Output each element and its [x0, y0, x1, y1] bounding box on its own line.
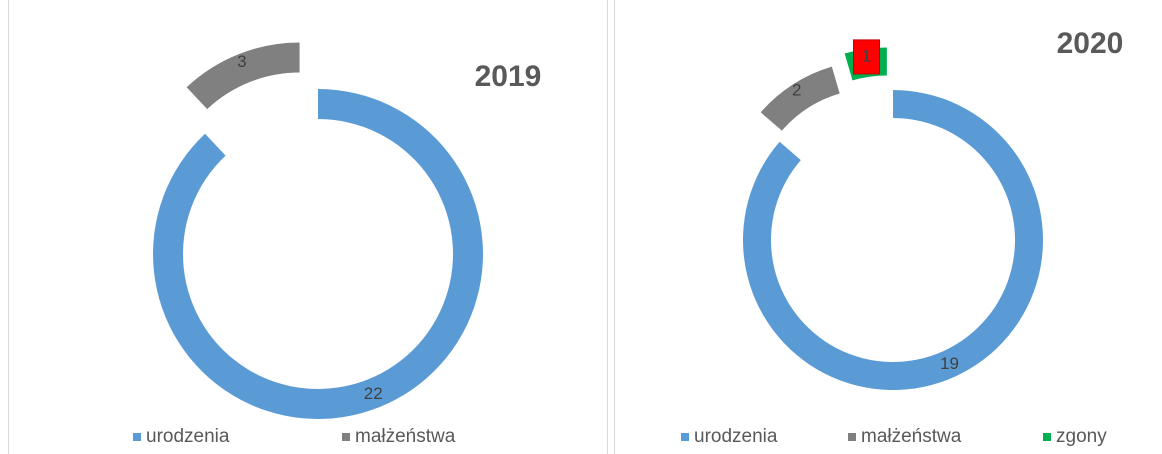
legend-swatch	[1043, 433, 1051, 441]
chart-title: 2020	[1057, 27, 1124, 60]
legend-swatch	[133, 433, 141, 441]
donut-segment	[743, 90, 1043, 391]
donut-segment	[152, 89, 483, 419]
donut-segment	[760, 66, 840, 131]
legend-swatch	[342, 433, 350, 441]
donut-segment	[186, 42, 300, 110]
label-background	[853, 39, 881, 75]
data-label: 1	[862, 46, 871, 65]
legend-swatch	[848, 433, 856, 441]
legend-label: małżeństwa	[355, 426, 456, 447]
data-label: 19	[940, 354, 959, 373]
data-label: 2	[792, 81, 801, 100]
data-label: 3	[237, 52, 246, 71]
legend-label: urodzenia	[694, 426, 778, 447]
legend-label: zgony	[1056, 426, 1107, 447]
legend-label: urodzenia	[146, 426, 230, 447]
data-label: 22	[364, 384, 383, 403]
chart-title: 2019	[475, 60, 542, 93]
legend-swatch	[681, 433, 689, 441]
legend-label: małżeństwa	[861, 426, 962, 447]
